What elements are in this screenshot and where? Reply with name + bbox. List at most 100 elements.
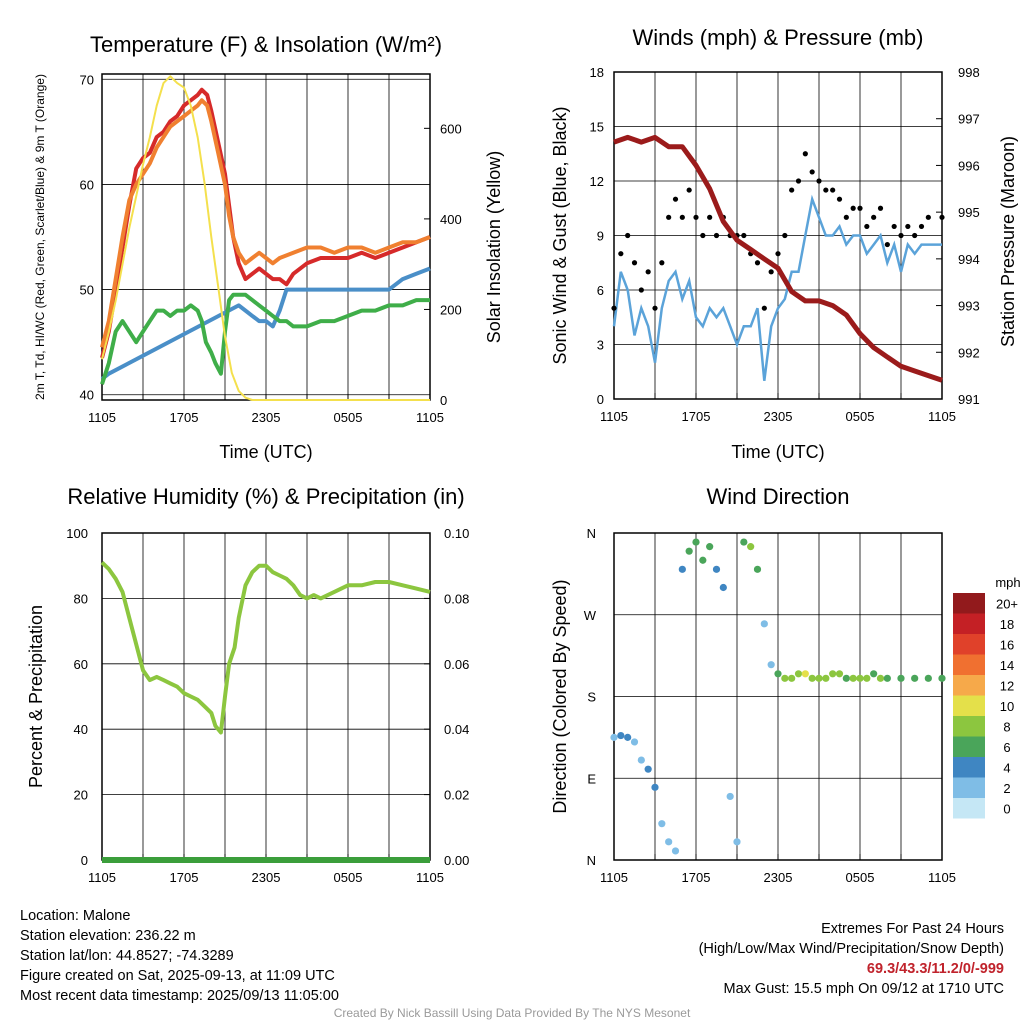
panel-title: Relative Humidity (%) & Precipitation (i… [67,484,464,509]
extremes-values: 69.3/43.3/11.2/0/-999 [866,961,1004,977]
gust-point [775,251,781,257]
info-elevation: Station elevation: 236.22 m [20,928,196,944]
y-tick-label: 20 [74,788,88,803]
direction-point [808,674,816,682]
gust-point [843,214,849,220]
direction-point [685,547,693,555]
direction-point [712,565,721,573]
y-tick-label: 9 [597,229,604,244]
gust-point [768,269,774,275]
series-line-4 [100,292,430,385]
panel-1: Temperature (F) & Insolation (W/m²) 1105 1… [33,32,504,462]
y2-tick-label: 0 [440,393,447,408]
colorbar-label: 16 [1000,637,1014,652]
colorbar-swatch [953,716,985,737]
gust-point [618,251,624,257]
colorbar-label: 12 [1000,678,1014,693]
info-recent: Most recent data timestamp: 2025/09/13 1… [20,988,339,1004]
panel-2: Winds (mph) & Pressure (mb) 1105 1705 2305 0… [550,25,1018,462]
gust-point [898,232,904,239]
x-tick-label: 1105 [88,870,116,885]
gust-point [679,214,685,220]
y2-axis-label: Station Pressure (Maroon) [998,136,1018,347]
colorbar-label: 6 [1003,740,1010,755]
y2-tick-label: 0.08 [444,591,469,606]
x-tick-label: 1705 [682,870,711,885]
y-tick-label: 40 [80,388,94,403]
x-tick-label: 1105 [600,870,628,885]
direction-point [870,670,878,678]
direction-point [671,847,680,855]
gust-point [816,178,822,184]
gust-point [700,232,706,239]
direction-point [706,543,714,551]
direction-point [897,674,905,682]
y-tick-label: 40 [74,722,88,737]
y-tick-label: N [587,853,596,868]
x-tick-label: 1105 [928,870,956,885]
direction-point [630,738,639,746]
colorbar-label: 14 [1000,658,1014,673]
direction-point [788,674,796,682]
x-tick-label: 1105 [416,410,444,425]
y2-tick-label: 992 [958,345,980,360]
y2-tick-label: 400 [440,212,462,227]
direction-point [753,565,762,573]
direction-point [610,733,618,741]
colorbar-swatch [953,798,985,819]
series-line-5 [101,75,430,401]
direction-point [829,670,837,678]
x-axis-label: Time (UTC) [731,442,824,462]
gust-point [871,214,877,220]
x-tick-label: 1105 [416,870,444,885]
y2-tick-label: 0.00 [444,853,469,868]
gust-point [761,305,767,311]
gust-point [611,305,617,311]
direction-point [719,583,727,592]
y2-tick-label: 994 [958,252,980,267]
y2-tick-label: 0.04 [444,722,469,737]
y2-tick-label: 997 [958,112,980,127]
y2-tick-label: 0.10 [444,526,469,541]
y-tick-label: 70 [80,72,94,87]
series-line-3 [100,266,431,381]
extremes-title: Extremes For Past 24 Hours [821,921,1004,937]
direction-point [835,670,844,678]
direction-point [678,565,686,573]
colorbar-swatch [953,675,985,696]
direction-point [624,733,632,741]
colorbar-swatch [953,634,985,655]
direction-point [883,674,891,682]
y2-tick-label: 993 [958,299,980,314]
colorbar-label: 4 [1003,760,1010,775]
gust-point [713,232,720,239]
gust-point [891,223,897,230]
y-tick-label: E [587,771,596,786]
y-axis-label: Direction (Colored By Speed) [550,579,570,813]
gust-point [905,223,911,230]
colorbar-title: mph [995,575,1020,590]
direction-point [617,731,625,740]
direction-point [726,792,734,801]
gust-point [823,187,829,193]
gust-point [850,205,856,211]
colorbar-label: 18 [1000,617,1014,632]
x-tick-label: 0505 [846,409,875,424]
y2-axis-label: Solar Insolation (Yellow) [484,151,504,343]
direction-point [774,670,782,678]
gust-point [857,205,863,211]
direction-point [637,756,645,764]
direction-point [692,538,700,546]
colorbar-swatch [953,757,985,778]
panel-title: Wind Direction [706,484,849,509]
y-tick-label: W [584,608,597,623]
direction-point [794,670,803,678]
direction-point [842,674,850,682]
colorbar-swatch [953,695,985,716]
gust-point [686,187,692,193]
y2-tick-label: 600 [440,121,462,136]
y-axis-label: Sonic Wind & Gust (Blue, Black) [550,106,570,364]
x-tick-label: 2305 [252,870,281,885]
x-tick-label: 0505 [334,870,363,885]
